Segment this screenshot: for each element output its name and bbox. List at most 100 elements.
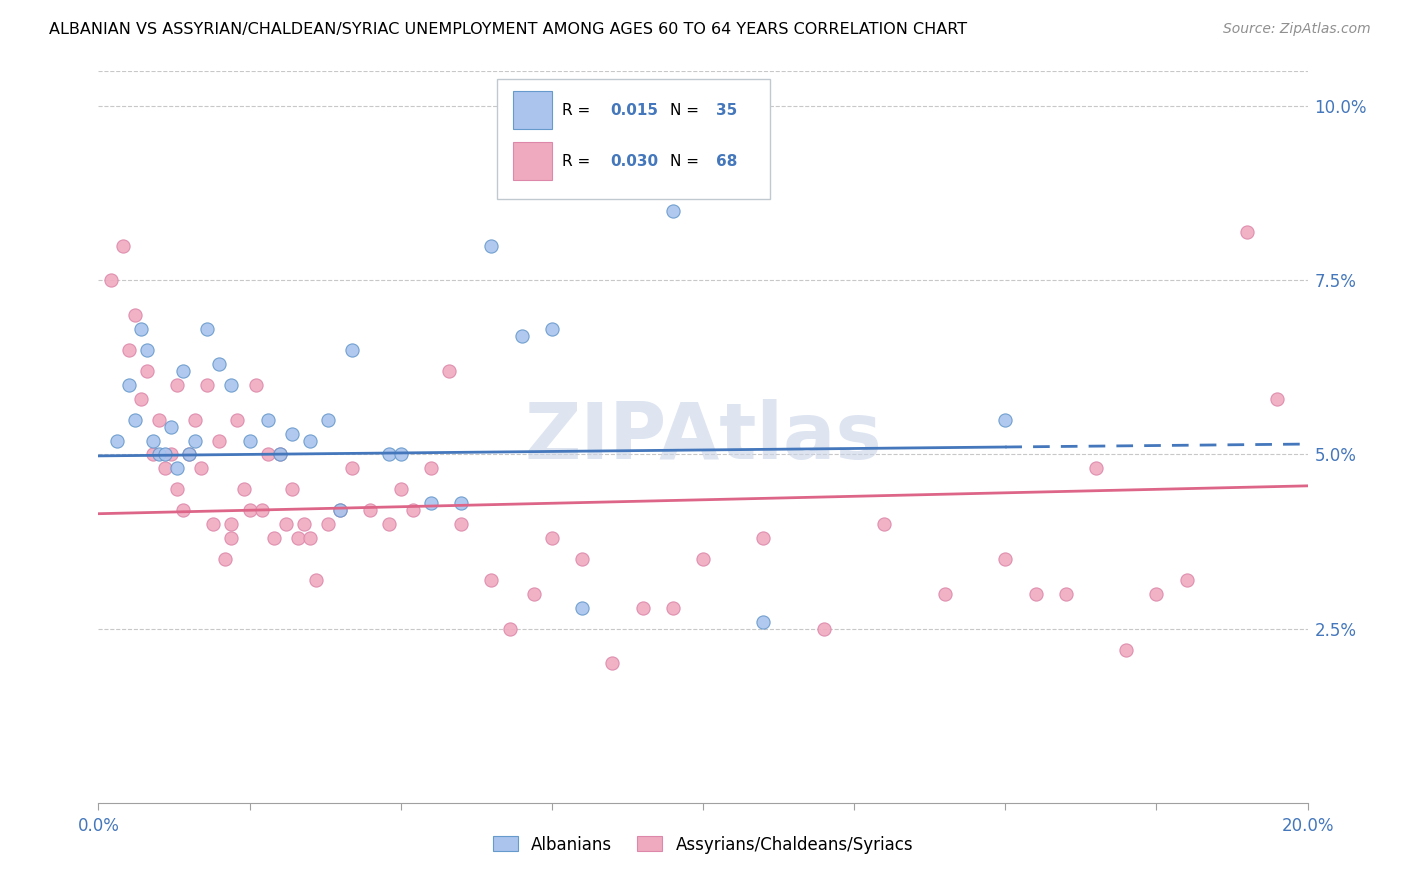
Point	[420, 496, 443, 510]
Point	[377, 448, 399, 462]
Point	[172, 364, 194, 378]
Point	[437, 364, 460, 378]
Point	[631, 600, 654, 615]
Point	[498, 622, 520, 636]
Point	[245, 377, 267, 392]
Point	[256, 448, 278, 462]
Point	[208, 434, 231, 448]
Point	[202, 517, 225, 532]
Point	[1144, 587, 1167, 601]
Point	[1236, 225, 1258, 239]
Point	[232, 483, 254, 497]
Point	[263, 531, 285, 545]
FancyBboxPatch shape	[513, 143, 551, 180]
Text: N =: N =	[671, 153, 704, 169]
Point	[377, 517, 399, 532]
Point	[661, 600, 683, 615]
Point	[226, 412, 249, 426]
Point	[934, 587, 956, 601]
Point	[402, 503, 425, 517]
Point	[752, 615, 775, 629]
Point	[179, 448, 201, 462]
Point	[195, 377, 218, 392]
Point	[1175, 573, 1198, 587]
Point	[329, 503, 352, 517]
Point	[269, 448, 291, 462]
Point	[571, 600, 593, 615]
Point	[184, 434, 207, 448]
Point	[342, 461, 364, 475]
Point	[274, 517, 297, 532]
Point	[135, 343, 157, 357]
Point	[450, 517, 472, 532]
Point	[208, 357, 231, 371]
Point	[1267, 392, 1289, 406]
Point	[360, 503, 382, 517]
Point	[166, 377, 188, 392]
Point	[316, 517, 339, 532]
Point	[221, 517, 243, 532]
Point	[602, 657, 624, 671]
Point	[124, 308, 146, 322]
FancyBboxPatch shape	[498, 78, 769, 200]
Point	[1115, 642, 1137, 657]
Text: N =: N =	[671, 103, 704, 118]
Point	[299, 434, 322, 448]
Point	[1054, 587, 1077, 601]
Point	[481, 238, 503, 252]
Text: ALBANIAN VS ASSYRIAN/CHALDEAN/SYRIAC UNEMPLOYMENT AMONG AGES 60 TO 64 YEARS CORR: ALBANIAN VS ASSYRIAN/CHALDEAN/SYRIAC UNE…	[49, 22, 967, 37]
Text: R =: R =	[561, 103, 595, 118]
Point	[329, 503, 352, 517]
Point	[752, 531, 775, 545]
Point	[160, 448, 183, 462]
Point	[299, 531, 322, 545]
Text: Source: ZipAtlas.com: Source: ZipAtlas.com	[1223, 22, 1371, 37]
Point	[281, 483, 304, 497]
Point	[420, 461, 443, 475]
Point	[221, 377, 243, 392]
Point	[166, 461, 188, 475]
Point	[450, 496, 472, 510]
Point	[135, 364, 157, 378]
Point	[153, 448, 176, 462]
Point	[994, 552, 1017, 566]
Point	[994, 412, 1017, 426]
Point	[692, 552, 714, 566]
Point	[239, 434, 262, 448]
Point	[523, 587, 546, 601]
Text: 0.015: 0.015	[610, 103, 658, 118]
Point	[481, 573, 503, 587]
Point	[172, 503, 194, 517]
Point	[160, 419, 183, 434]
Point	[269, 448, 291, 462]
Point	[142, 448, 165, 462]
Point	[287, 531, 309, 545]
Point	[661, 203, 683, 218]
Text: 68: 68	[716, 153, 738, 169]
Point	[342, 343, 364, 357]
Point	[239, 503, 262, 517]
Text: R =: R =	[561, 153, 595, 169]
Point	[184, 412, 207, 426]
Text: 0.030: 0.030	[610, 153, 658, 169]
Point	[190, 461, 212, 475]
Point	[510, 329, 533, 343]
Point	[540, 531, 562, 545]
Text: ZIPAtlas: ZIPAtlas	[524, 399, 882, 475]
FancyBboxPatch shape	[513, 91, 551, 129]
Point	[389, 483, 412, 497]
Text: 35: 35	[716, 103, 738, 118]
Point	[124, 412, 146, 426]
Point	[813, 622, 835, 636]
Point	[214, 552, 236, 566]
Point	[292, 517, 315, 532]
Point	[1024, 587, 1046, 601]
Point	[540, 322, 562, 336]
Point	[129, 392, 152, 406]
Point	[250, 503, 273, 517]
Point	[148, 412, 170, 426]
Point	[105, 434, 128, 448]
Point	[305, 573, 328, 587]
Point	[221, 531, 243, 545]
Point	[571, 552, 593, 566]
